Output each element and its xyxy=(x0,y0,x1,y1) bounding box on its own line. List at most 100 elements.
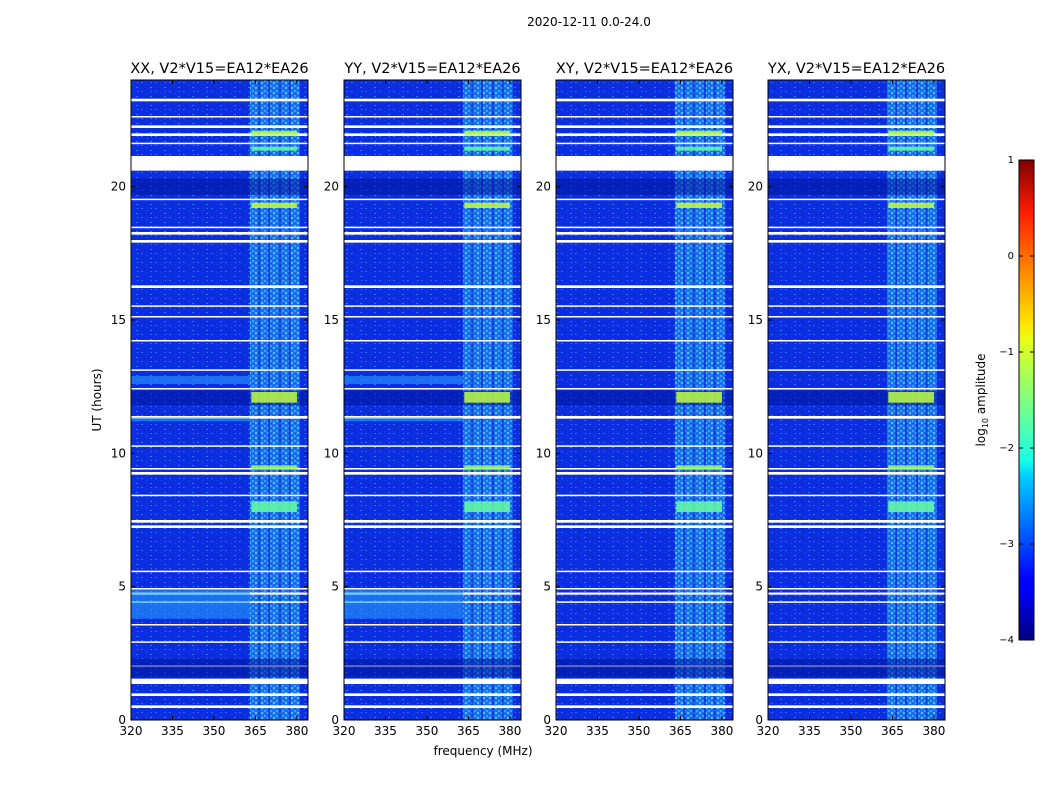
y-tick-label: 15 xyxy=(536,313,551,327)
flagged-band xyxy=(768,601,945,603)
panel-frame xyxy=(767,79,946,721)
flagged-band xyxy=(131,198,308,201)
flagged-band xyxy=(131,226,308,229)
x-tick-label: 335 xyxy=(161,724,184,738)
low-amplitude-band xyxy=(556,178,733,195)
rfi-bright-patch xyxy=(676,501,722,512)
x-tick-label: 365 xyxy=(457,724,480,738)
y-tick-label: 10 xyxy=(748,446,763,460)
low-amplitude-band xyxy=(344,658,521,678)
y-tick-label: 20 xyxy=(111,180,126,194)
flagged-band xyxy=(556,116,733,118)
flagged-band xyxy=(131,525,308,528)
flagged-band xyxy=(131,133,308,136)
colorbar-label: log10 amplitude xyxy=(974,354,990,447)
colorbar-label-amplitude: amplitude xyxy=(974,354,988,418)
flagged-band xyxy=(344,156,521,171)
panel-1: XX, V2*V15=EA12*EA26 320 335 350 365 380 0 5 10 1… xyxy=(111,61,309,738)
flagged-band xyxy=(344,416,521,419)
flagged-band xyxy=(131,468,308,470)
low-amplitude-band xyxy=(131,178,308,195)
broadband-brightening xyxy=(344,417,463,422)
rfi-bright-patch xyxy=(676,146,722,151)
flagged-band xyxy=(768,156,945,171)
flagged-band xyxy=(556,340,733,342)
flagged-band xyxy=(768,494,945,497)
flagged-band xyxy=(131,678,308,684)
flagged-band xyxy=(556,678,733,684)
flagged-band xyxy=(768,472,945,475)
y-tick-label: 15 xyxy=(748,313,763,327)
flagged-band xyxy=(131,232,308,235)
rfi-bright-patch xyxy=(676,130,722,136)
x-tick-label: 350 xyxy=(416,724,439,738)
flagged-band xyxy=(344,369,521,371)
flagged-band xyxy=(556,570,733,573)
flagged-band xyxy=(556,240,733,243)
rfi-bright-patch xyxy=(464,392,510,403)
flagged-band xyxy=(344,570,521,573)
flagged-band xyxy=(556,693,733,696)
colorbar-tick-label: 1 xyxy=(1008,155,1014,166)
flagged-band xyxy=(344,468,521,470)
low-amplitude-band xyxy=(768,178,945,195)
flagged-band xyxy=(131,624,308,626)
colorbar-tick-label: 0 xyxy=(1008,251,1014,262)
panels: XX, V2*V15=EA12*EA26 320 335 350 365 380 0 5 10 1… xyxy=(111,61,946,738)
flagged-band xyxy=(556,472,733,475)
flagged-band xyxy=(344,678,521,684)
flagged-band xyxy=(768,198,945,201)
flagged-band xyxy=(344,641,521,643)
rfi-bright-patch xyxy=(888,465,934,470)
y-tick-label: 15 xyxy=(324,313,339,327)
rfi-bright-patch xyxy=(251,146,297,151)
flagged-band xyxy=(131,693,308,696)
flagged-band xyxy=(131,285,308,288)
flagged-band xyxy=(768,592,945,595)
rfi-bright-patch xyxy=(888,130,934,136)
y-tick-label: 0 xyxy=(331,713,339,727)
flagged-band xyxy=(768,116,945,118)
flagged-band xyxy=(131,142,308,145)
x-tick-label: 365 xyxy=(244,724,267,738)
rfi-bright-patch xyxy=(888,202,934,208)
y-tick-label: 5 xyxy=(543,580,551,594)
flagged-band xyxy=(344,316,521,318)
colorbar-gradient xyxy=(1018,159,1035,641)
broadband-brightening xyxy=(131,376,250,384)
rfi-bright-patch xyxy=(464,465,510,470)
y-tick-label: 5 xyxy=(118,580,126,594)
flagged-band xyxy=(556,494,733,497)
flagged-band xyxy=(344,494,521,497)
flagged-band xyxy=(131,316,308,318)
x-tick-label: 320 xyxy=(333,724,356,738)
colorbar-ticks: 1 0 −1 −2 −3 −4 xyxy=(999,155,1034,646)
flagged-band xyxy=(768,588,945,590)
flagged-band xyxy=(556,198,733,201)
flagged-band xyxy=(131,641,308,643)
panel-title: XX, V2*V15=EA12*EA26 xyxy=(130,61,308,77)
flagged-band xyxy=(131,388,308,390)
flagged-band xyxy=(768,305,945,307)
panel-frame xyxy=(555,79,734,721)
y-tick-label: 10 xyxy=(536,446,551,460)
flagged-band xyxy=(131,520,308,523)
y-tick-label: 5 xyxy=(755,580,763,594)
flagged-band xyxy=(131,305,308,307)
y-tick-label: 15 xyxy=(111,313,126,327)
flagged-band xyxy=(556,520,733,523)
panel-title: XY, V2*V15=EA12*EA26 xyxy=(556,61,733,77)
flagged-band xyxy=(556,232,733,235)
colorbar-label-log: log xyxy=(974,428,988,446)
flagged-band xyxy=(344,445,521,447)
flagged-band xyxy=(556,416,733,419)
x-tick-label: 350 xyxy=(203,724,226,738)
flagged-band xyxy=(131,156,308,171)
y-tick-label: 0 xyxy=(543,713,551,727)
low-amplitude-band xyxy=(768,658,945,678)
rfi-bright-patch xyxy=(251,501,297,512)
rfi-bright-patch xyxy=(464,202,510,208)
x-axis-label: frequency (MHz) xyxy=(433,744,532,758)
flagged-band xyxy=(556,592,733,595)
flagged-band xyxy=(768,570,945,573)
